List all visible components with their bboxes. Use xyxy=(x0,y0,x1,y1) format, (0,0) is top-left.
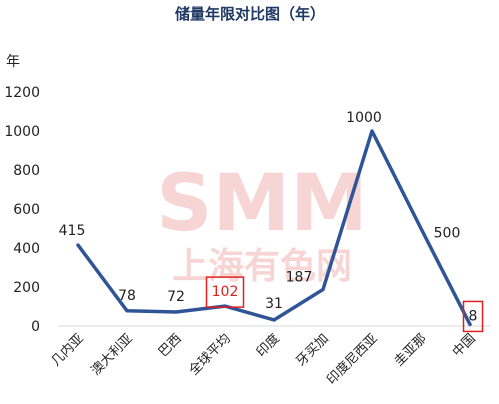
data-label: 102 xyxy=(212,284,239,300)
data-point xyxy=(76,243,80,247)
x-tick-label: 巴西 xyxy=(156,331,185,360)
y-tick-label: 1200 xyxy=(4,85,40,101)
data-label: 78 xyxy=(118,288,136,304)
data-point xyxy=(468,322,472,326)
chart-title: 储量年限对比图（年） xyxy=(175,5,325,23)
x-tick-label: 中国 xyxy=(450,331,479,360)
y-tick-label: 600 xyxy=(13,202,40,218)
x-tick-label: 印度尼西亚 xyxy=(324,331,381,388)
data-label: 8 xyxy=(469,308,478,324)
data-label: 415 xyxy=(59,223,86,239)
data-label: 1000 xyxy=(346,110,382,126)
data-point xyxy=(125,309,129,313)
highlight-box xyxy=(462,300,484,333)
watermark-brand: SMM xyxy=(156,159,367,249)
x-tick-label: 全球平均 xyxy=(186,331,234,379)
data-label: 500 xyxy=(434,226,461,242)
y-tick-label: 400 xyxy=(13,241,40,257)
data-point xyxy=(370,129,374,133)
x-tick-label: 牙买加 xyxy=(294,331,332,369)
y-tick-label: 200 xyxy=(13,280,40,296)
data-label: 72 xyxy=(167,289,185,305)
x-tick-label: 澳大利亚 xyxy=(88,331,136,379)
watermark: SMM 上海有色网 xyxy=(156,159,367,287)
data-point xyxy=(321,288,325,292)
data-label: 31 xyxy=(265,296,283,312)
y-axis-unit-label: 年 xyxy=(6,54,20,70)
watermark-text: 上海有色网 xyxy=(172,246,352,287)
y-tick-label: 800 xyxy=(13,163,40,179)
x-tick-label: 几内亚 xyxy=(48,331,87,370)
data-label: 187 xyxy=(286,270,313,286)
data-point xyxy=(419,227,423,230)
highlight-box xyxy=(205,276,245,308)
data-point xyxy=(174,310,178,314)
y-axis-ticks: 0 200 400 600 800 1000 1200 xyxy=(4,85,40,335)
x-tick-label: 圭亚那 xyxy=(392,331,430,369)
y-tick-label: 1000 xyxy=(4,124,40,140)
x-tick-label: 印度 xyxy=(253,331,283,361)
data-point xyxy=(272,318,276,322)
y-tick-label: 0 xyxy=(31,319,40,335)
